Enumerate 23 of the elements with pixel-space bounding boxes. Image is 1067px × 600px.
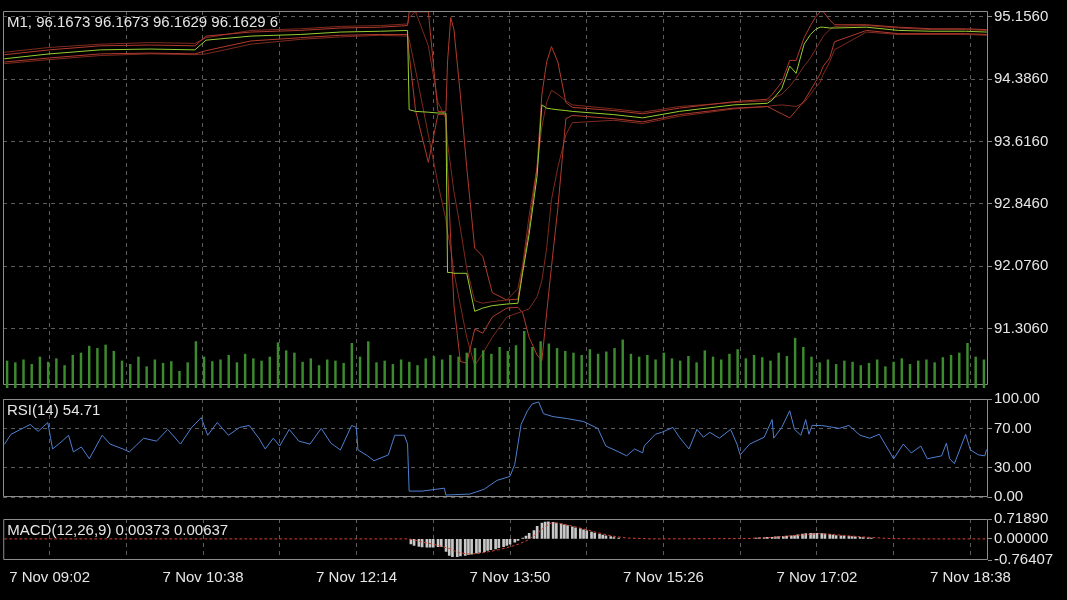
x-tick-label: 7 Nov 13:50	[469, 568, 551, 586]
y-tick-label: 0.00	[994, 487, 1024, 505]
y-tick-label: 92.8460	[994, 194, 1049, 212]
x-tick-label: 7 Nov 17:02	[776, 568, 858, 586]
chart-title: MACD(12,26,9) 0.00373 0.00637	[7, 520, 229, 538]
y-tick-label: 95.1560	[994, 7, 1049, 25]
y-tick-label: 92.0760	[994, 256, 1049, 274]
y-tick-label: 100.00	[994, 389, 1040, 407]
y-tick-label: 0.00000	[994, 529, 1049, 547]
y-tick-label: 0.71890	[994, 509, 1049, 527]
x-tick-label: 7 Nov 15:26	[623, 568, 704, 586]
x-tick-label: 7 Nov 09:02	[9, 568, 91, 586]
y-tick-label: 70.00	[994, 418, 1032, 436]
y-tick-label: 30.00	[994, 457, 1032, 475]
chart-title: M1, 96.1673 96.1673 96.1629 96.1629 6	[7, 12, 279, 30]
x-tick-label: 7 Nov 12:14	[316, 568, 397, 586]
y-tick-label: -0.76407	[994, 550, 1054, 568]
chart-title: RSI(14) 54.71	[7, 400, 101, 418]
y-tick-label: 94.3860	[994, 69, 1049, 87]
x-tick-label: 7 Nov 18:38	[929, 568, 1011, 586]
y-tick-label: 93.6160	[994, 131, 1049, 149]
x-tick-label: 7 Nov 10:38	[162, 568, 244, 586]
y-tick-label: 91.3060	[994, 318, 1049, 336]
